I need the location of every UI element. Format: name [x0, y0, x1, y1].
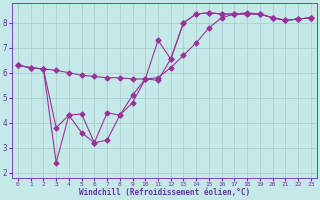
X-axis label: Windchill (Refroidissement éolien,°C): Windchill (Refroidissement éolien,°C)	[79, 188, 250, 197]
